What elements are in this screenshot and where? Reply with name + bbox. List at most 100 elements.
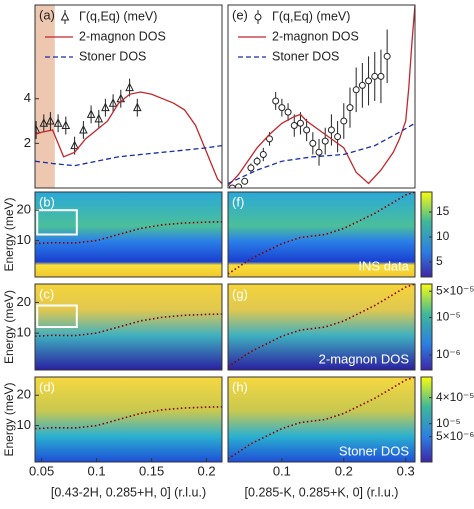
colorbar-tick-label: 5×10⁻⁵ [436,283,474,297]
data-point [358,81,366,89]
x-tick-label: 0.1 [88,463,106,478]
y-axis-label: Energy (meV) [2,290,16,364]
panel-label: (g) [232,286,248,301]
data-point [371,72,379,80]
y-tick-label: 10 [17,232,31,247]
y-tick-label: 4 [24,90,31,105]
panel-inset: Stoner DOS [339,443,409,458]
data-point [241,177,249,185]
colorbar-tick-label: 10⁻⁶ [436,347,461,361]
plot-area [228,192,415,277]
data-point [70,140,79,150]
data-point [259,151,267,159]
y-axis-label: Energy (meV) [2,197,16,271]
dispersion-line [228,377,415,460]
legend-label: 2-magnon DOS [79,29,166,43]
data-point [284,108,292,116]
dispersion-line [228,192,415,275]
panel-label: (a) [39,7,55,22]
panel-label: (b) [39,194,55,209]
data-point [309,139,317,147]
panel-label: (h) [232,379,248,394]
axes-frame [227,191,416,278]
heatmap [228,284,415,370]
panel-label: (f) [232,194,244,209]
panel-label: (c) [39,286,54,301]
colorbar-tick-label: 4×10⁻⁵ [436,390,474,404]
series-line [35,91,222,184]
x-axis-label: [0.43-2H, 0.285+H, 0] (r.l.u.) [51,485,206,499]
colorbar [420,376,433,463]
data-point [46,115,55,125]
x-tick-label: 0.1 [273,463,291,478]
data-point [327,126,335,134]
data-point [383,52,391,60]
y-tick-label: 2 [24,135,31,150]
legend-swatch [254,13,262,21]
x-axis-label: [0.285-K, 0.285+K, 0] (r.l.u.) [245,485,399,499]
data-point [296,119,304,127]
data-point [377,72,385,80]
panel-label: (d) [39,379,55,394]
data-point [235,183,243,188]
data-point [365,77,373,85]
series-line [228,122,415,185]
colorbar [420,283,433,371]
plot-area [228,5,415,188]
data-point [340,117,348,125]
x-tick-label: 0.2 [335,463,353,478]
panel-label: (e) [232,7,248,22]
axes-frame [34,4,223,189]
colorbar-tick-label: 10 [436,229,450,243]
y-tick-label: 10 [17,325,31,340]
highlight-box [36,304,78,328]
panel-inset: 2-magnon DOS [319,351,410,366]
dispersion-line [35,406,222,430]
plot-area [35,284,222,370]
dispersion-line [228,284,415,368]
x-tick-label: 0.05 [29,463,54,478]
colorbar-tick-label: 5×10⁻⁶ [436,429,474,443]
data-point [53,118,63,127]
data-point [61,120,71,130]
data-point [265,135,273,143]
colorbar-tick-label: 10⁻⁵ [436,310,461,324]
axes-frame [227,376,416,463]
y-tick-label: 20 [17,387,31,402]
colorbar [420,191,433,278]
axes-frame [34,376,223,463]
data-point [272,97,280,105]
data-point [352,86,360,94]
legend-label: 2-magnon DOS [272,29,359,43]
data-point [290,122,298,130]
heatmap [35,377,222,462]
x-tick-label: 0.15 [139,463,164,478]
axes-frame [227,283,416,371]
data-point [35,124,41,134]
data-point [86,109,96,118]
highlight-box [36,209,78,236]
plot-area [35,377,222,462]
heatmap [228,377,415,462]
data-point [79,124,88,134]
panel-inset: INS data [358,258,409,273]
data-point [321,137,329,145]
legend-label: Γ(q,Eq) (meV) [79,9,157,23]
axes-frame [34,191,223,278]
data-point [228,184,236,188]
data-point [278,104,286,112]
data-point [108,98,118,107]
series-line [228,5,415,187]
data-point [101,102,110,112]
legend-label: Stoner DOS [272,49,339,63]
y-tick-label: 20 [17,294,31,309]
data-point [247,164,255,172]
data-point [346,104,354,112]
data-point [334,133,342,141]
y-tick-label: 20 [17,202,31,217]
colorbar-tick-label: 15 [436,204,450,218]
data-point [125,82,134,92]
data-point [132,102,142,112]
series-line [35,144,222,167]
